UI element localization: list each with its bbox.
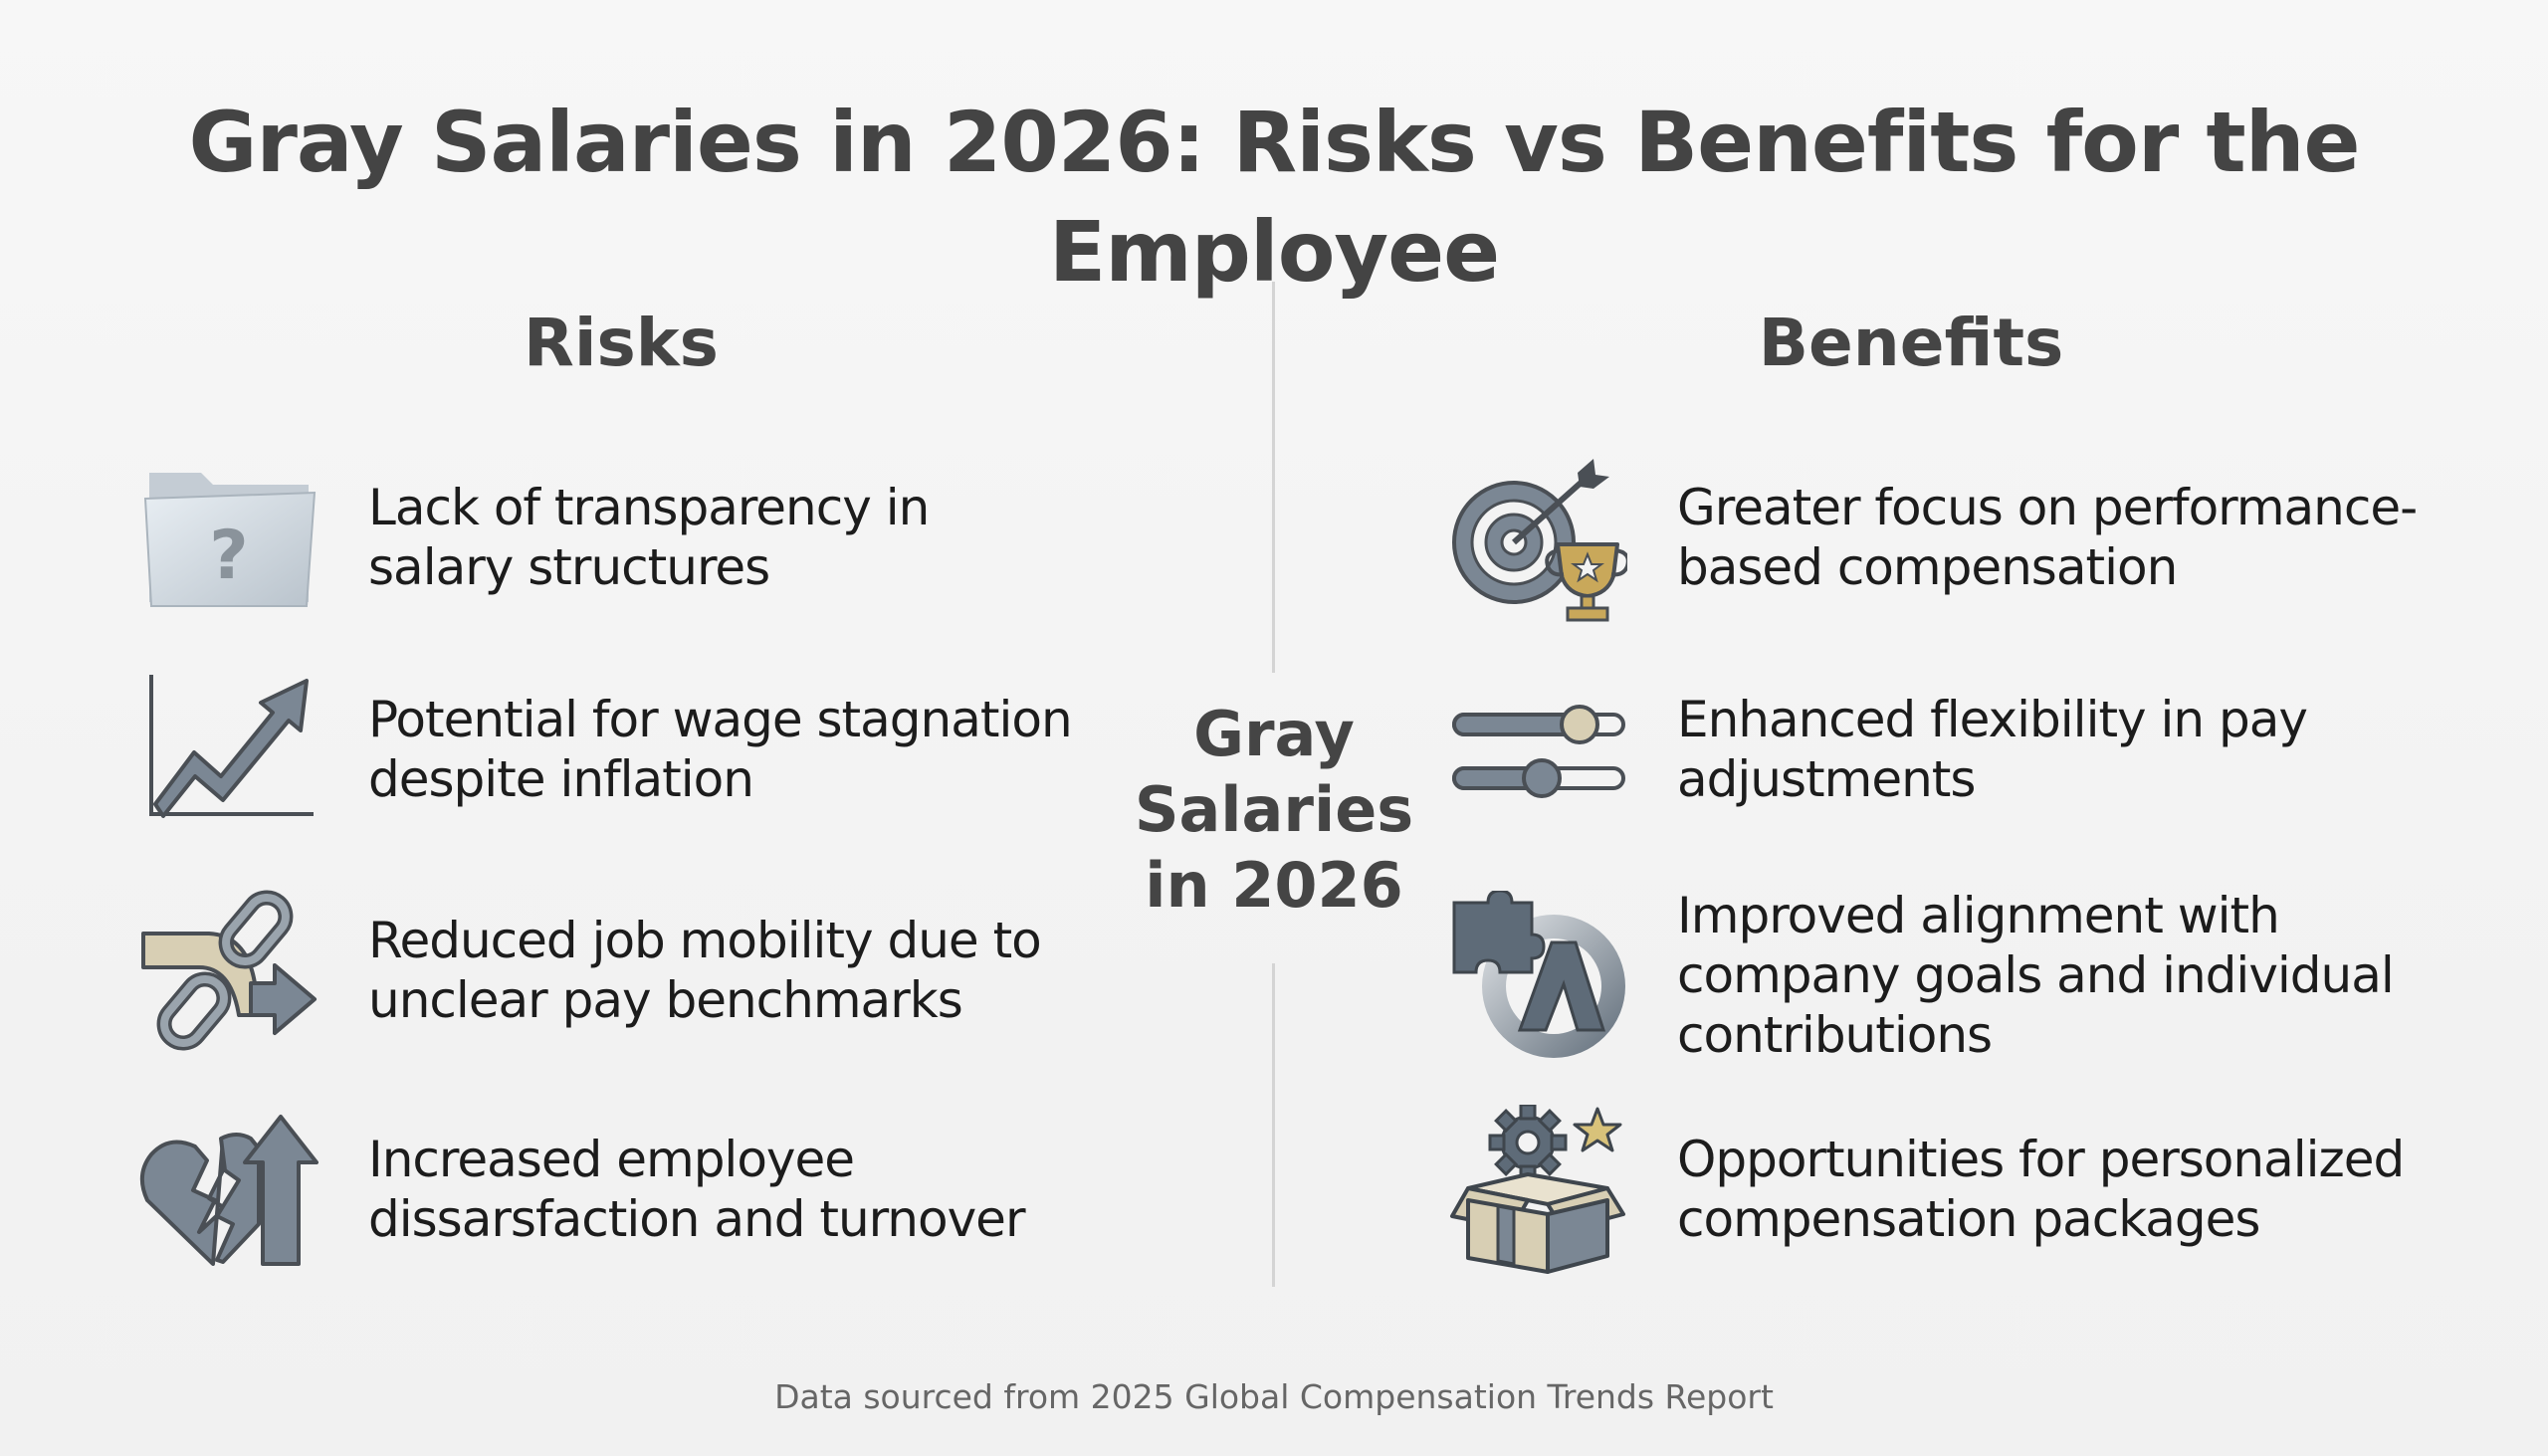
center-divider-top [1272,282,1275,673]
center-divider-bottom [1272,963,1275,1287]
risks-heading: Risks [524,305,719,381]
risk-item: Increased employee dissarsfaction and tu… [139,1105,1085,1274]
center-label-line: Gray [1193,698,1355,770]
benefit-item-line: Opportunities for personalized [1677,1131,2405,1188]
risk-item: Potential for wage stagnation despite in… [139,665,1085,834]
benefit-item: Enhanced flexibility in pay adjustments [1448,665,2434,834]
center-label: Gray Salaries in 2026 [1105,697,1443,924]
center-label-line: Salaries [1134,773,1414,846]
benefit-item: Greater focus on performance- based comp… [1448,453,2434,622]
benefit-item-line: based compensation [1677,538,2178,596]
sliders-icon [1448,665,1627,834]
risk-item-line: dissarsfaction and turnover [368,1190,1026,1248]
benefit-item-line: contributions [1677,1006,1993,1064]
svg-text:?: ? [209,517,248,595]
risk-item-line: despite inflation [368,750,754,808]
risk-item-line: Reduced job mobility due to [368,912,1042,969]
source-footnote: Data sourced from 2025 Global Compensati… [774,1377,1774,1416]
trend-up-arrow-icon [139,665,318,834]
benefits-heading: Benefits [1758,305,2064,381]
center-label-line: in 2026 [1145,849,1403,922]
risk-item-line: unclear pay benchmarks [368,971,963,1029]
benefit-item-line: Improved alignment with [1677,887,2280,944]
risk-item-line: Lack of transparency in [368,479,930,536]
benefit-item-line: adjustments [1677,750,1976,808]
risk-item-line: salary structures [368,538,770,596]
benefit-item-line: company goals and individual [1677,946,2395,1004]
benefit-item: Opportunities for personalized compensat… [1448,1105,2434,1274]
benefit-item: Improved alignment with company goals an… [1448,886,2434,1065]
risk-item-line: Increased employee [368,1131,855,1188]
broken-chain-icon [139,886,318,1055]
page-title: Gray Salaries in 2026: Risks vs Benefits… [188,94,2361,301]
broken-heart-arrow-icon [139,1105,318,1274]
benefit-item-line: Enhanced flexibility in pay [1677,691,2308,748]
question-folder-icon: ? [139,453,318,622]
target-trophy-icon [1448,453,1627,622]
risk-item: Reduced job mobility due to unclear pay … [139,886,1085,1055]
benefit-item-line: compensation packages [1677,1190,2260,1248]
puzzle-alignment-icon [1448,891,1627,1060]
risk-item-line: Potential for wage stagnation [368,691,1073,748]
benefit-item-line: Greater focus on performance- [1677,479,2418,536]
risk-item: ? Lack of transparency in salary structu… [139,453,1085,622]
gear-box-icon [1448,1105,1627,1274]
